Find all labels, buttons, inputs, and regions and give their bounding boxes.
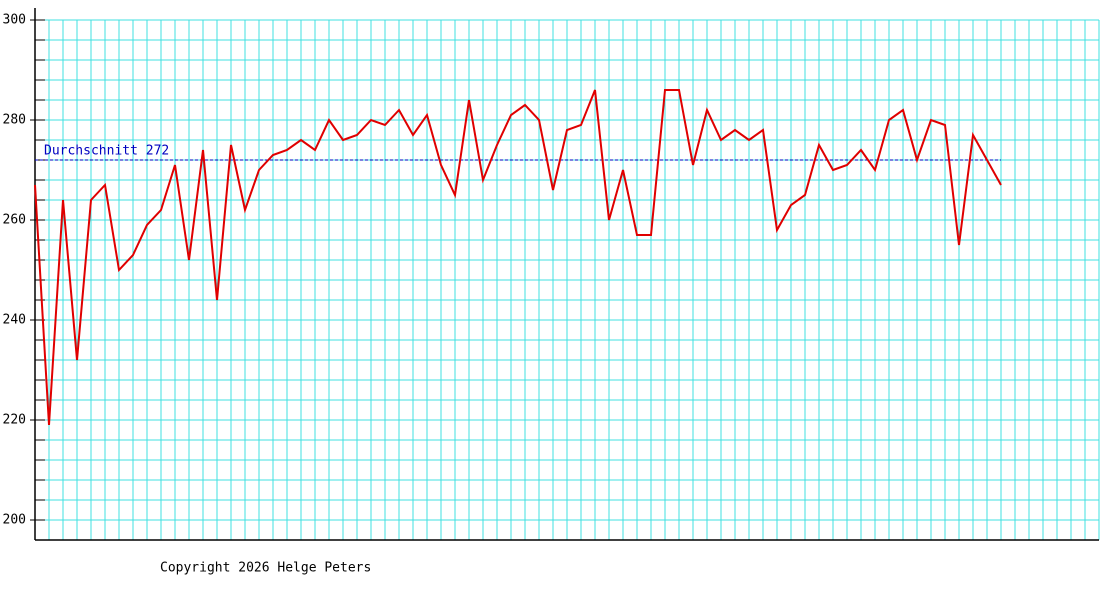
footer: Copyright 2026 Helge Peters — [160, 561, 371, 576]
average-label: Durchschnitt 272 — [44, 144, 169, 159]
y-tick-label: 240 — [3, 313, 26, 328]
data-line — [34, 89, 1002, 426]
y-tick-label: 200 — [3, 513, 26, 528]
y-tick-label: 220 — [3, 413, 26, 428]
y-tick-label: 260 — [3, 213, 26, 228]
y-tick-label: 300 — [3, 13, 26, 28]
y-tick-label: 280 — [3, 113, 26, 128]
